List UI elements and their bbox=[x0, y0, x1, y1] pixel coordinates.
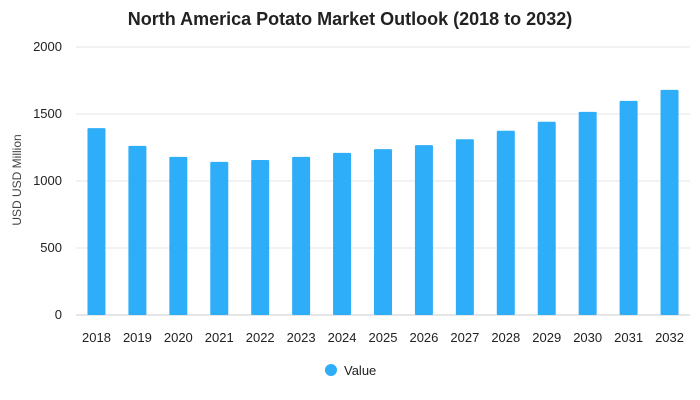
bar bbox=[455, 139, 474, 315]
y-tick-label: 0 bbox=[55, 307, 62, 322]
x-tick-label: 2030 bbox=[573, 330, 602, 345]
x-tick-label: 2021 bbox=[205, 330, 234, 345]
x-tick-label: 2027 bbox=[450, 330, 479, 345]
bar bbox=[414, 145, 433, 315]
legend-marker bbox=[325, 364, 337, 376]
y-tick-label: 2000 bbox=[33, 39, 62, 54]
bar bbox=[251, 159, 270, 315]
bar bbox=[374, 149, 392, 315]
x-tick-label: 2031 bbox=[614, 330, 643, 345]
x-tick-label: 2018 bbox=[82, 330, 111, 345]
bar bbox=[210, 161, 229, 315]
x-tick-label: 2019 bbox=[123, 330, 152, 345]
x-tick-label: 2024 bbox=[328, 330, 357, 345]
bar bbox=[660, 89, 679, 315]
bar bbox=[169, 156, 188, 315]
bar bbox=[292, 156, 311, 315]
bar bbox=[578, 111, 597, 315]
y-tick-label: 500 bbox=[40, 240, 62, 255]
x-tick-label: 2022 bbox=[246, 330, 275, 345]
x-tick-label: 2023 bbox=[287, 330, 316, 345]
chart-title: North America Potato Market Outlook (201… bbox=[127, 9, 573, 29]
y-tick-label: 1500 bbox=[33, 106, 62, 121]
x-tick-label: 2028 bbox=[491, 330, 520, 345]
x-tick-label: 2026 bbox=[409, 330, 438, 345]
x-tick-label: 2029 bbox=[532, 330, 561, 345]
bar bbox=[537, 121, 556, 315]
y-tick-label: 1000 bbox=[33, 173, 62, 188]
bar bbox=[619, 100, 638, 315]
x-tick-label: 2020 bbox=[164, 330, 193, 345]
bar bbox=[87, 128, 106, 315]
x-tick-label: 2032 bbox=[655, 330, 684, 345]
bar bbox=[128, 145, 147, 315]
legend-label: Value bbox=[344, 363, 376, 378]
bar bbox=[333, 152, 352, 315]
x-tick-label: 2025 bbox=[369, 330, 398, 345]
bar bbox=[496, 130, 515, 315]
